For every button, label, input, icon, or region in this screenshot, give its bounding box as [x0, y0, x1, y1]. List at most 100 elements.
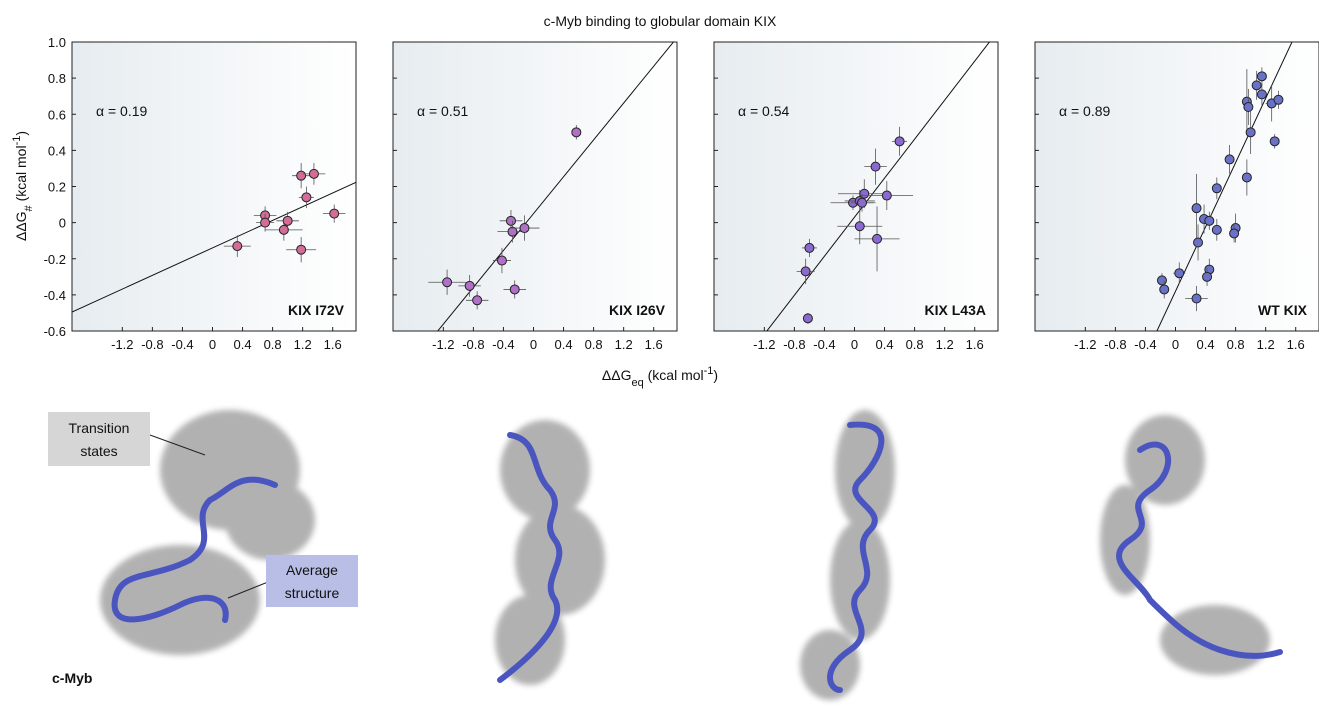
point [496, 255, 507, 266]
alpha-annotation: α = 0.19 [96, 103, 148, 119]
point [872, 233, 883, 244]
point [1273, 94, 1284, 105]
point [1174, 268, 1185, 279]
x-tick-label: 0.8 [1227, 337, 1245, 352]
point [804, 242, 815, 253]
label-part: ΔΔG [13, 211, 29, 241]
point [509, 284, 520, 295]
x-tick-label: 0 [851, 337, 858, 352]
point [802, 313, 813, 324]
point [472, 295, 483, 306]
molecule-label: c-Myb [52, 670, 92, 686]
x-tick-label: 1.6 [645, 337, 663, 352]
point [1193, 237, 1204, 248]
y-tick-label: -0.2 [44, 252, 66, 267]
point [1211, 224, 1222, 235]
point [1211, 183, 1222, 194]
point [1256, 89, 1267, 100]
label-part: # [23, 204, 35, 211]
callout-label: states [80, 443, 117, 459]
point [301, 192, 312, 203]
x-axis-label: ΔΔGeq (kcal mol-1) [602, 365, 718, 389]
y-tick-label: -0.4 [44, 288, 66, 303]
point [1191, 203, 1202, 214]
point [296, 244, 307, 255]
x-tick-label: 1.2 [294, 337, 312, 352]
point [857, 197, 868, 208]
x-tick-label: 1.6 [966, 337, 984, 352]
label-part: (kcal mol [13, 145, 29, 205]
point [1245, 127, 1256, 138]
x-tick-label: -0.4 [171, 337, 193, 352]
point [1229, 228, 1240, 239]
point [505, 215, 516, 226]
x-tick-label: -0.4 [1134, 337, 1156, 352]
point [442, 277, 453, 288]
point [507, 226, 518, 237]
y-tick-label: 0.2 [48, 180, 66, 195]
x-tick-label: 1.2 [1257, 337, 1275, 352]
y-tick-label: 1.0 [48, 35, 66, 50]
point [232, 241, 243, 252]
point [1224, 154, 1235, 165]
x-tick-label: -0.8 [1104, 337, 1126, 352]
x-tick-label: 0 [530, 337, 537, 352]
x-tick-label: -1.2 [753, 337, 775, 352]
point [1204, 215, 1215, 226]
x-tick-label: 0.8 [264, 337, 282, 352]
point [260, 217, 271, 228]
x-tick-label: 1.2 [936, 337, 954, 352]
point [282, 215, 293, 226]
point [1156, 275, 1167, 286]
molecule-renderings [48, 410, 1283, 700]
x-tick-label: -0.4 [813, 337, 835, 352]
label-part: ) [13, 131, 29, 136]
label-part: ΔΔG [602, 367, 632, 383]
point [571, 127, 582, 138]
point [519, 223, 530, 234]
label-part: eq [631, 377, 643, 389]
x-tick-label: -0.8 [783, 337, 805, 352]
label-part: ) [713, 367, 718, 383]
label-part: -1 [704, 365, 714, 377]
point [1202, 271, 1213, 282]
callout-label: structure [285, 585, 340, 601]
y-tick-label: -0.6 [44, 324, 66, 339]
x-tick-label: -1.2 [432, 337, 454, 352]
x-tick-label: 1.6 [1287, 337, 1305, 352]
x-tick-label: 0.4 [555, 337, 573, 352]
x-tick-label: -1.2 [111, 337, 133, 352]
y-tick-label: 0.4 [48, 143, 66, 158]
x-tick-label: 1.2 [615, 337, 633, 352]
panel-label: KIX L43A [925, 302, 986, 318]
point [894, 136, 905, 147]
plot-area [392, 41, 678, 332]
point [1251, 80, 1262, 91]
point [859, 188, 870, 199]
point [308, 168, 319, 179]
x-tick-label: 0.8 [906, 337, 924, 352]
point [1269, 136, 1280, 147]
callout-label: Average [286, 562, 338, 578]
fit-line [437, 42, 675, 331]
point [1241, 172, 1252, 183]
x-tick-label: 0.8 [585, 337, 603, 352]
alpha-annotation: α = 0.89 [1059, 103, 1111, 119]
point [1256, 71, 1267, 82]
point [296, 170, 307, 181]
plot-area [713, 41, 999, 332]
panel-label: KIX I26V [609, 302, 666, 318]
x-tick-label: 0 [209, 337, 216, 352]
point [464, 280, 475, 291]
point [800, 266, 811, 277]
panel-label: WT KIX [1258, 302, 1308, 318]
x-tick-label: 0.4 [876, 337, 894, 352]
point [1191, 293, 1202, 304]
plot-area [71, 41, 357, 332]
alpha-annotation: α = 0.54 [738, 103, 790, 119]
x-tick-label: -0.8 [141, 337, 163, 352]
y-tick-label: 0.8 [48, 71, 66, 86]
point [1243, 102, 1254, 113]
label-part: -1 [11, 136, 23, 146]
